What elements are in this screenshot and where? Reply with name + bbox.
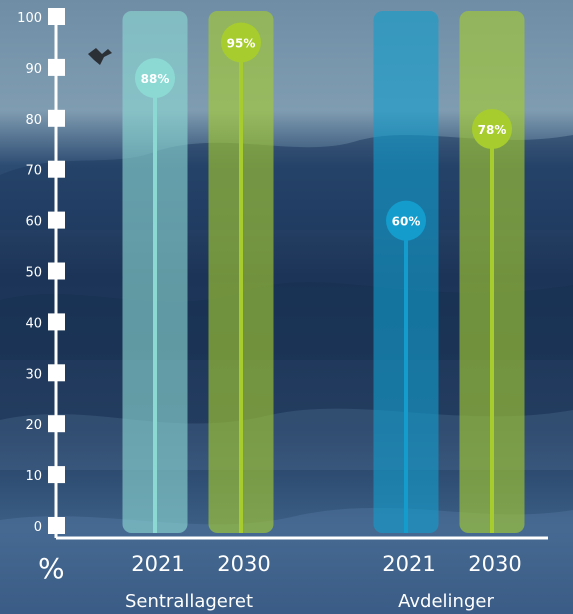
bar-value-label: 95% [227, 36, 256, 50]
bar-value-label: 88% [141, 72, 170, 86]
bar-value-label: 60% [392, 215, 421, 229]
bar-value-marker [221, 22, 261, 63]
y-tick-mark [48, 58, 65, 76]
y-tick-label: 60 [25, 215, 42, 230]
y-tick-label: 20 [25, 418, 42, 433]
x-year-label: 2030 [217, 552, 270, 576]
x-group-label: Sentrallageret [125, 591, 253, 612]
y-tick-label: 30 [25, 367, 42, 382]
y-tick-label: 0 [34, 520, 42, 535]
y-tick-mark [48, 211, 65, 229]
y-tick-label: 70 [25, 164, 42, 179]
x-group-label: Avdelinger [398, 591, 494, 612]
y-tick-mark [48, 466, 65, 484]
y-tick-mark [48, 364, 65, 382]
bar-value-label: 78% [478, 123, 507, 137]
y-tick-mark [48, 160, 65, 178]
y-tick-label: 90 [25, 62, 42, 77]
y-axis-ticks: 0 10 20 30 40 50 60 70 80 90 100 [17, 8, 65, 535]
y-tick-label: 40 [25, 316, 42, 331]
x-year-label: 2021 [382, 552, 435, 576]
y-tick-label: 50 [25, 266, 42, 281]
bar-value-marker [135, 58, 175, 99]
y-tick-mark [48, 313, 65, 331]
bar-group: 60% 78% [373, 11, 525, 533]
y-axis-unit-label: % [38, 552, 65, 585]
y-tick-mark [48, 262, 65, 280]
bar-value-marker [386, 200, 426, 241]
bar-group: 88% 95% [122, 11, 274, 533]
axes: 0 10 20 30 40 50 60 70 80 90 100 [17, 8, 548, 540]
x-year-label: 2021 [131, 552, 184, 576]
y-tick-label: 80 [25, 113, 42, 128]
x-axis-labels: 2021 2030 Sentrallageret 2021 2030 Avdelinger [125, 552, 522, 612]
x-year-label: 2030 [468, 552, 521, 576]
y-tick-mark [48, 415, 65, 433]
y-tick-mark [48, 109, 65, 127]
bird-silhouette [88, 48, 112, 65]
y-tick-label: 100 [17, 11, 42, 26]
y-tick-mark [48, 8, 65, 25]
bar-groups: 88% 95% 60% 78% [122, 11, 525, 533]
y-tick-mark [48, 517, 65, 534]
bar-value-marker [472, 108, 512, 149]
y-tick-label: 10 [25, 469, 42, 484]
